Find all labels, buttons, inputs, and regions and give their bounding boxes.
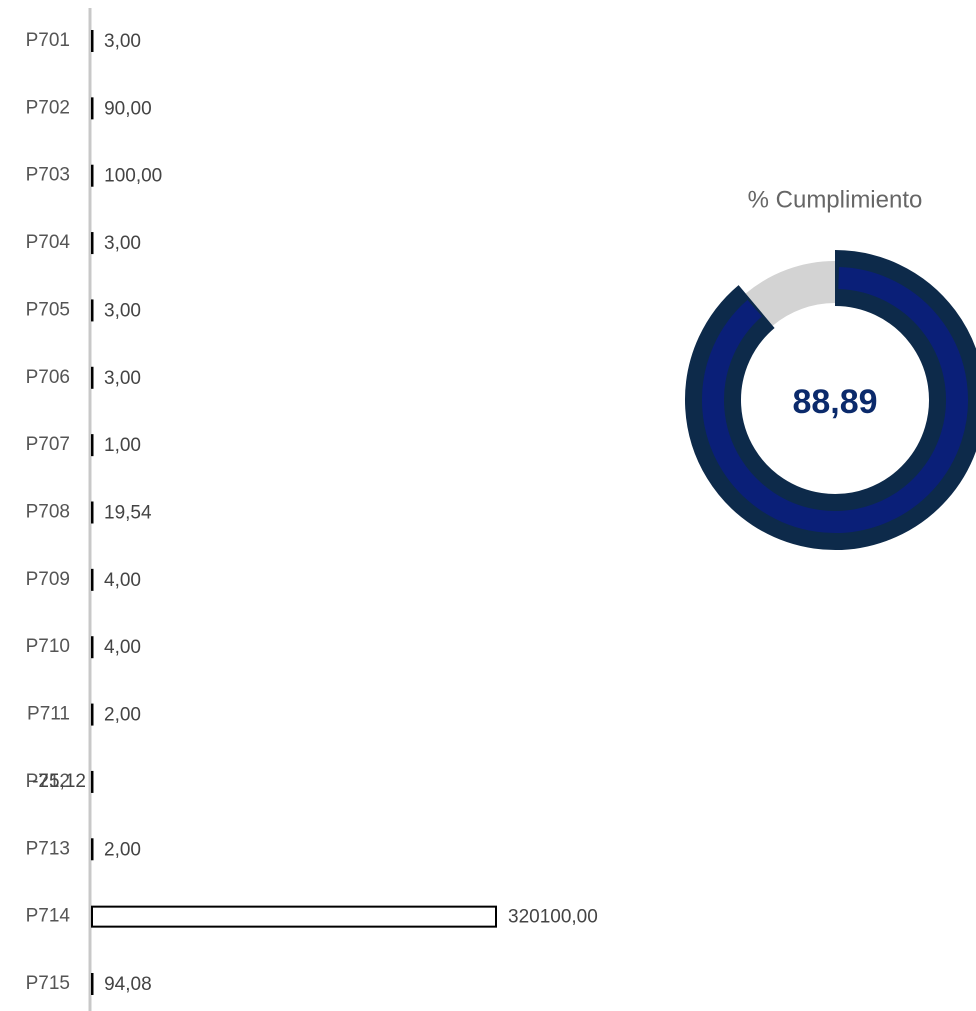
category-label: P709	[26, 569, 70, 590]
bar	[90, 770, 94, 793]
value-label: 94,08	[104, 974, 152, 995]
bar	[91, 703, 94, 726]
category-label: P715	[26, 973, 70, 994]
bar	[91, 568, 94, 591]
category-label: P714	[26, 906, 71, 927]
value-label: 100,00	[104, 166, 162, 187]
category-label: P706	[26, 367, 70, 388]
gauge-value: 88,89	[792, 383, 877, 421]
category-label: P705	[26, 299, 70, 320]
gauge-remainder	[745, 261, 836, 327]
bar	[91, 30, 94, 52]
category-label: P703	[26, 165, 70, 186]
value-label: 3,00	[104, 233, 141, 254]
gauge-title: % Cumplimiento	[748, 186, 923, 213]
bar	[91, 232, 94, 255]
bar	[91, 973, 94, 995]
bar	[91, 366, 94, 389]
bar	[91, 501, 94, 524]
value-label: 90,00	[104, 98, 152, 119]
value-label: 4,00	[104, 570, 141, 591]
value-label: -25,12	[32, 771, 86, 792]
value-label: 4,00	[104, 637, 141, 658]
category-label: P702	[26, 97, 70, 118]
category-label: P707	[26, 434, 70, 455]
category-label: P713	[26, 838, 70, 859]
bar	[91, 838, 94, 861]
bar	[91, 97, 94, 120]
value-label: 2,00	[104, 839, 141, 860]
value-label: 1,00	[104, 435, 141, 456]
category-label: P701	[26, 30, 70, 51]
bar	[91, 434, 94, 457]
category-label: P704	[26, 232, 71, 253]
bar	[91, 164, 94, 187]
bar	[91, 636, 94, 659]
bar	[91, 299, 94, 322]
value-label: 2,00	[104, 705, 141, 726]
value-label: 320100,00	[508, 907, 598, 928]
category-label: P711	[27, 704, 70, 725]
category-label: P712	[26, 771, 70, 792]
bar	[91, 905, 497, 928]
category-label: P710	[26, 636, 70, 657]
value-label: 19,54	[104, 503, 152, 524]
value-label: 3,00	[104, 300, 141, 321]
value-label: 3,00	[104, 368, 141, 389]
value-label: 3,00	[104, 31, 141, 52]
category-label: P708	[26, 502, 70, 523]
gauge-arc-band	[702, 267, 968, 533]
